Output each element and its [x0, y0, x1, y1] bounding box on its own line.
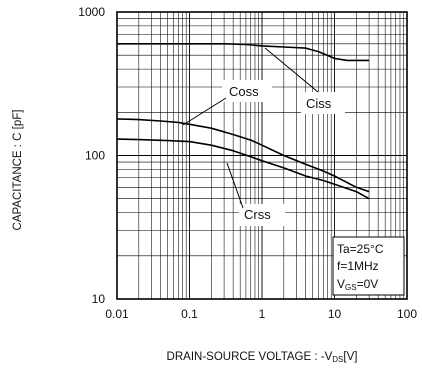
x-axis-title-main: DRAIN-SOURCE VOLTAGE : -V [167, 351, 333, 363]
condition-vgs: VGS=0V [337, 277, 378, 292]
x-tick-label: 0.01 [105, 307, 129, 321]
coss-label-box [222, 80, 272, 102]
grid [117, 12, 407, 299]
y-tick-label: 10 [92, 292, 106, 306]
y-tick-label: 1000 [78, 5, 105, 19]
y-axis-title: CAPACITANCE : C [pF] [12, 110, 24, 231]
plot-frame [116, 11, 408, 300]
conditions-frame [332, 236, 405, 296]
x-axis-title: DRAIN-SOURCE VOLTAGE : -VDS[V] [167, 351, 358, 364]
x-axis-title-unit: [V] [343, 351, 357, 363]
condition-f: f=1MHz [337, 259, 379, 273]
coss-label: Coss [229, 84, 259, 99]
x-tick-label: 100 [397, 307, 417, 321]
ciss-leader [264, 47, 319, 93]
series-line-coss [116, 118, 370, 193]
x-tick-label: 10 [328, 307, 342, 321]
series-group [116, 42, 370, 200]
x-tick-label: 0.1 [181, 307, 198, 321]
condition-vgs-sub: GS [345, 283, 357, 292]
conditions-box: Ta=25°C f=1MHz VGS=0V [332, 236, 405, 296]
series-line-crss [116, 138, 370, 200]
crss-label: Crss [244, 207, 271, 222]
tick-labels: 0.01 0.1 1 10 100 10 100 1000 [78, 5, 417, 321]
ciss-label-box [301, 92, 345, 114]
y-tick-label: 100 [85, 149, 105, 163]
crss-leader [226, 162, 244, 209]
x-tick-label: 1 [259, 307, 266, 321]
ciss-label: Ciss [306, 96, 332, 111]
callouts: Coss Ciss Crss [182, 47, 345, 226]
x-axis-title-sub: DS [332, 355, 343, 364]
series-line-ciss [117, 42, 370, 62]
crss-label-box [239, 204, 285, 226]
condition-vgs-main: V [337, 277, 345, 291]
condition-ta: Ta=25°C [337, 242, 384, 256]
coss-leader [182, 97, 227, 126]
condition-vgs-tail: =0V [357, 277, 379, 291]
